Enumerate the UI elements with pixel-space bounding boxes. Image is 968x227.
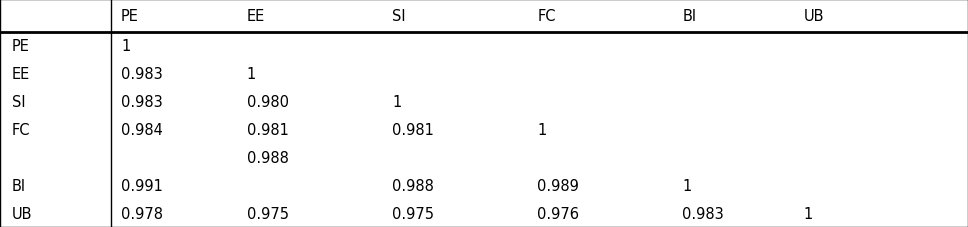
Text: FC: FC: [12, 123, 30, 137]
Text: UB: UB: [12, 206, 32, 221]
Text: 0.981: 0.981: [392, 123, 434, 137]
Text: 0.975: 0.975: [247, 206, 288, 221]
Text: 1: 1: [682, 178, 692, 193]
Text: 1: 1: [803, 206, 813, 221]
Text: SI: SI: [392, 9, 406, 24]
Text: 0.976: 0.976: [537, 206, 579, 221]
Text: 0.983: 0.983: [121, 95, 163, 110]
Text: UB: UB: [803, 9, 824, 24]
Text: SI: SI: [12, 95, 25, 110]
Text: 0.984: 0.984: [121, 123, 163, 137]
Text: 0.983: 0.983: [682, 206, 724, 221]
Text: 0.988: 0.988: [247, 150, 288, 165]
Text: 0.975: 0.975: [392, 206, 434, 221]
Text: 1: 1: [121, 39, 131, 54]
Text: BI: BI: [682, 9, 697, 24]
Text: 0.978: 0.978: [121, 206, 163, 221]
Text: 0.991: 0.991: [121, 178, 163, 193]
Text: FC: FC: [537, 9, 556, 24]
Text: 1: 1: [247, 67, 257, 82]
Text: EE: EE: [247, 9, 265, 24]
Text: 1: 1: [537, 123, 547, 137]
Text: 0.989: 0.989: [537, 178, 579, 193]
Text: PE: PE: [12, 39, 29, 54]
Text: 0.981: 0.981: [247, 123, 288, 137]
Text: 0.980: 0.980: [247, 95, 288, 110]
Text: 0.983: 0.983: [121, 67, 163, 82]
Text: 1: 1: [392, 95, 402, 110]
Text: EE: EE: [12, 67, 30, 82]
Text: PE: PE: [121, 9, 138, 24]
Text: 0.988: 0.988: [392, 178, 434, 193]
Text: BI: BI: [12, 178, 26, 193]
